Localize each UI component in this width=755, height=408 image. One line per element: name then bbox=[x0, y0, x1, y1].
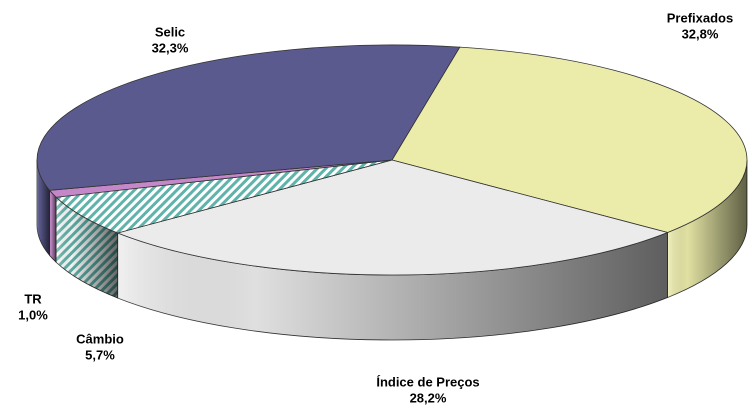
slice-label: Câmbio bbox=[76, 331, 124, 346]
pie-slice bbox=[36, 44, 461, 191]
pie-slice bbox=[55, 159, 393, 234]
slice-value-label: 28,2% bbox=[410, 390, 447, 405]
slice-value-label: 32,3% bbox=[152, 40, 189, 55]
pie-side-shade bbox=[667, 160, 747, 298]
slice-label: Índice de Preços bbox=[376, 374, 479, 389]
pie-slice bbox=[116, 159, 669, 276]
pie-side-shade bbox=[37, 160, 50, 256]
pie-slice bbox=[391, 46, 748, 233]
slice-value-label: 32,8% bbox=[682, 26, 719, 41]
slice-label: Prefixados bbox=[667, 10, 733, 25]
slice-label: Selic bbox=[155, 24, 185, 39]
pie-side-shade bbox=[49, 190, 57, 263]
slice-value-label: 1,0% bbox=[18, 307, 48, 322]
pie-side-shade bbox=[56, 197, 118, 298]
slice-value-label: 5,7% bbox=[85, 347, 115, 362]
pie-side-shade bbox=[117, 232, 668, 340]
slice-label: TR bbox=[24, 291, 42, 306]
